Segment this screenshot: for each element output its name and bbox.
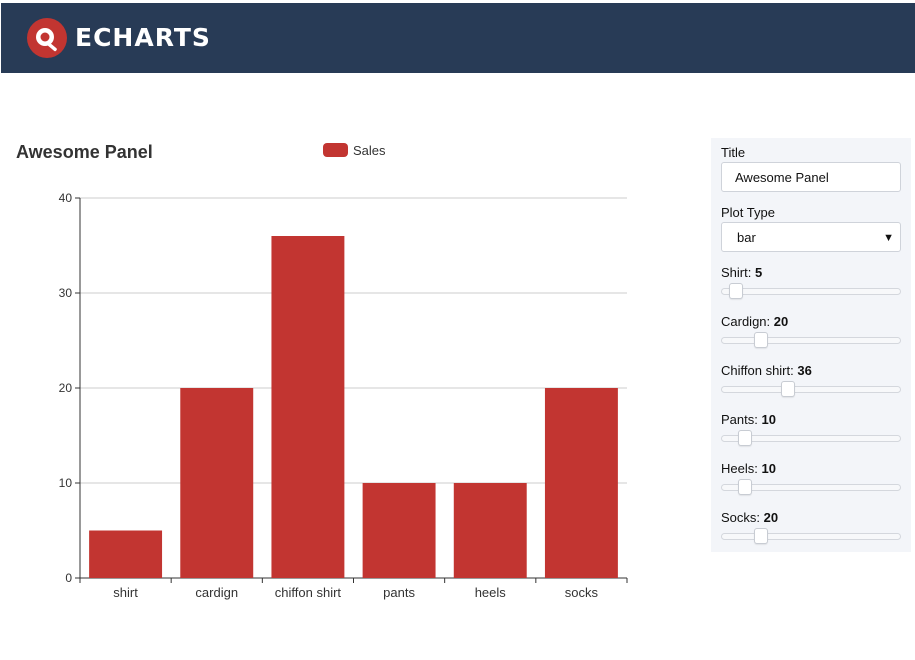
echarts-logo-icon: [27, 18, 67, 58]
bar-cardign: [180, 388, 254, 578]
slider-track[interactable]: [721, 386, 901, 393]
plot-type-label: Plot Type: [721, 205, 775, 220]
slider-socks[interactable]: [721, 528, 901, 544]
plot-type-select[interactable]: bar ▼: [721, 222, 901, 252]
slider-shirt[interactable]: [721, 283, 901, 299]
slider-handle[interactable]: [737, 430, 752, 446]
x-tick-label: socks: [565, 585, 599, 600]
slider-heels[interactable]: [721, 479, 901, 495]
slider-label: Cardign: 20: [721, 314, 788, 330]
bar-shirt: [89, 530, 163, 578]
slider-label: Heels: 10: [721, 461, 776, 477]
slider-track[interactable]: [721, 288, 901, 295]
x-tick-label: pants: [383, 585, 415, 600]
y-tick-label: 0: [65, 571, 72, 585]
x-tick-label: shirt: [113, 585, 138, 600]
slider-label: Chiffon shirt: 36: [721, 363, 812, 379]
chevron-down-icon: ▼: [883, 232, 894, 244]
slider-handle[interactable]: [754, 528, 769, 544]
y-tick-label: 40: [59, 191, 73, 205]
y-tick-label: 30: [59, 286, 73, 300]
brand-name: ECHARTS: [75, 23, 211, 52]
slider-pants[interactable]: [721, 430, 901, 446]
slider-label-text: Socks:: [721, 510, 764, 525]
settings-panel: Title Plot Type bar ▼ Shirt: 5 Cardign: 2…: [711, 138, 911, 552]
slider-label-text: Shirt:: [721, 265, 755, 280]
slider-track[interactable]: [721, 337, 901, 344]
bar-chiffon-shirt: [271, 236, 345, 578]
x-tick-label: heels: [475, 585, 507, 600]
slider-track[interactable]: [721, 435, 901, 442]
slider-handle[interactable]: [729, 283, 744, 299]
title-input[interactable]: [721, 162, 901, 192]
slider-label-text: Heels:: [721, 461, 762, 476]
chart-title: Awesome Panel: [16, 142, 153, 162]
x-tick-label: cardign: [195, 585, 238, 600]
slider-value: 5: [754, 265, 763, 280]
slider-track[interactable]: [721, 484, 901, 491]
slider-track[interactable]: [721, 533, 901, 540]
bar-socks: [544, 388, 618, 578]
slider-value: 10: [761, 461, 776, 476]
title-field-label: Title: [721, 145, 746, 160]
slider-label: Shirt: 5: [721, 265, 762, 281]
x-tick-label: chiffon shirt: [275, 585, 342, 600]
slider-handle[interactable]: [754, 332, 769, 348]
slider-handle[interactable]: [737, 479, 752, 495]
slider-label-text: Cardign:: [721, 314, 774, 329]
slider-handle[interactable]: [780, 381, 795, 397]
plot-type-value: bar: [737, 230, 756, 245]
bar-heels: [453, 483, 527, 578]
slider-label: Socks: 20: [721, 510, 778, 526]
slider-label-text: Chiffon shirt:: [721, 363, 798, 378]
slider-value: 20: [773, 314, 789, 329]
legend-swatch: [323, 143, 348, 157]
y-tick-label: 20: [59, 381, 73, 395]
slider-value: 10: [761, 412, 776, 427]
legend-label-sales: Sales: [353, 143, 386, 158]
slider-chiffon-shirt[interactable]: [721, 381, 901, 397]
slider-label-text: Pants:: [721, 412, 762, 427]
slider-value: 36: [797, 363, 812, 378]
slider-cardign[interactable]: [721, 332, 901, 348]
slider-label: Pants: 10: [721, 412, 776, 428]
slider-value: 20: [763, 510, 779, 525]
y-tick-label: 10: [59, 476, 73, 490]
bar-chart: 0 10 20 30 40 shirt cardign chiffon shirt pants h…: [59, 143, 628, 600]
app-header: ECHARTS: [1, 3, 915, 73]
bar-pants: [362, 483, 436, 578]
